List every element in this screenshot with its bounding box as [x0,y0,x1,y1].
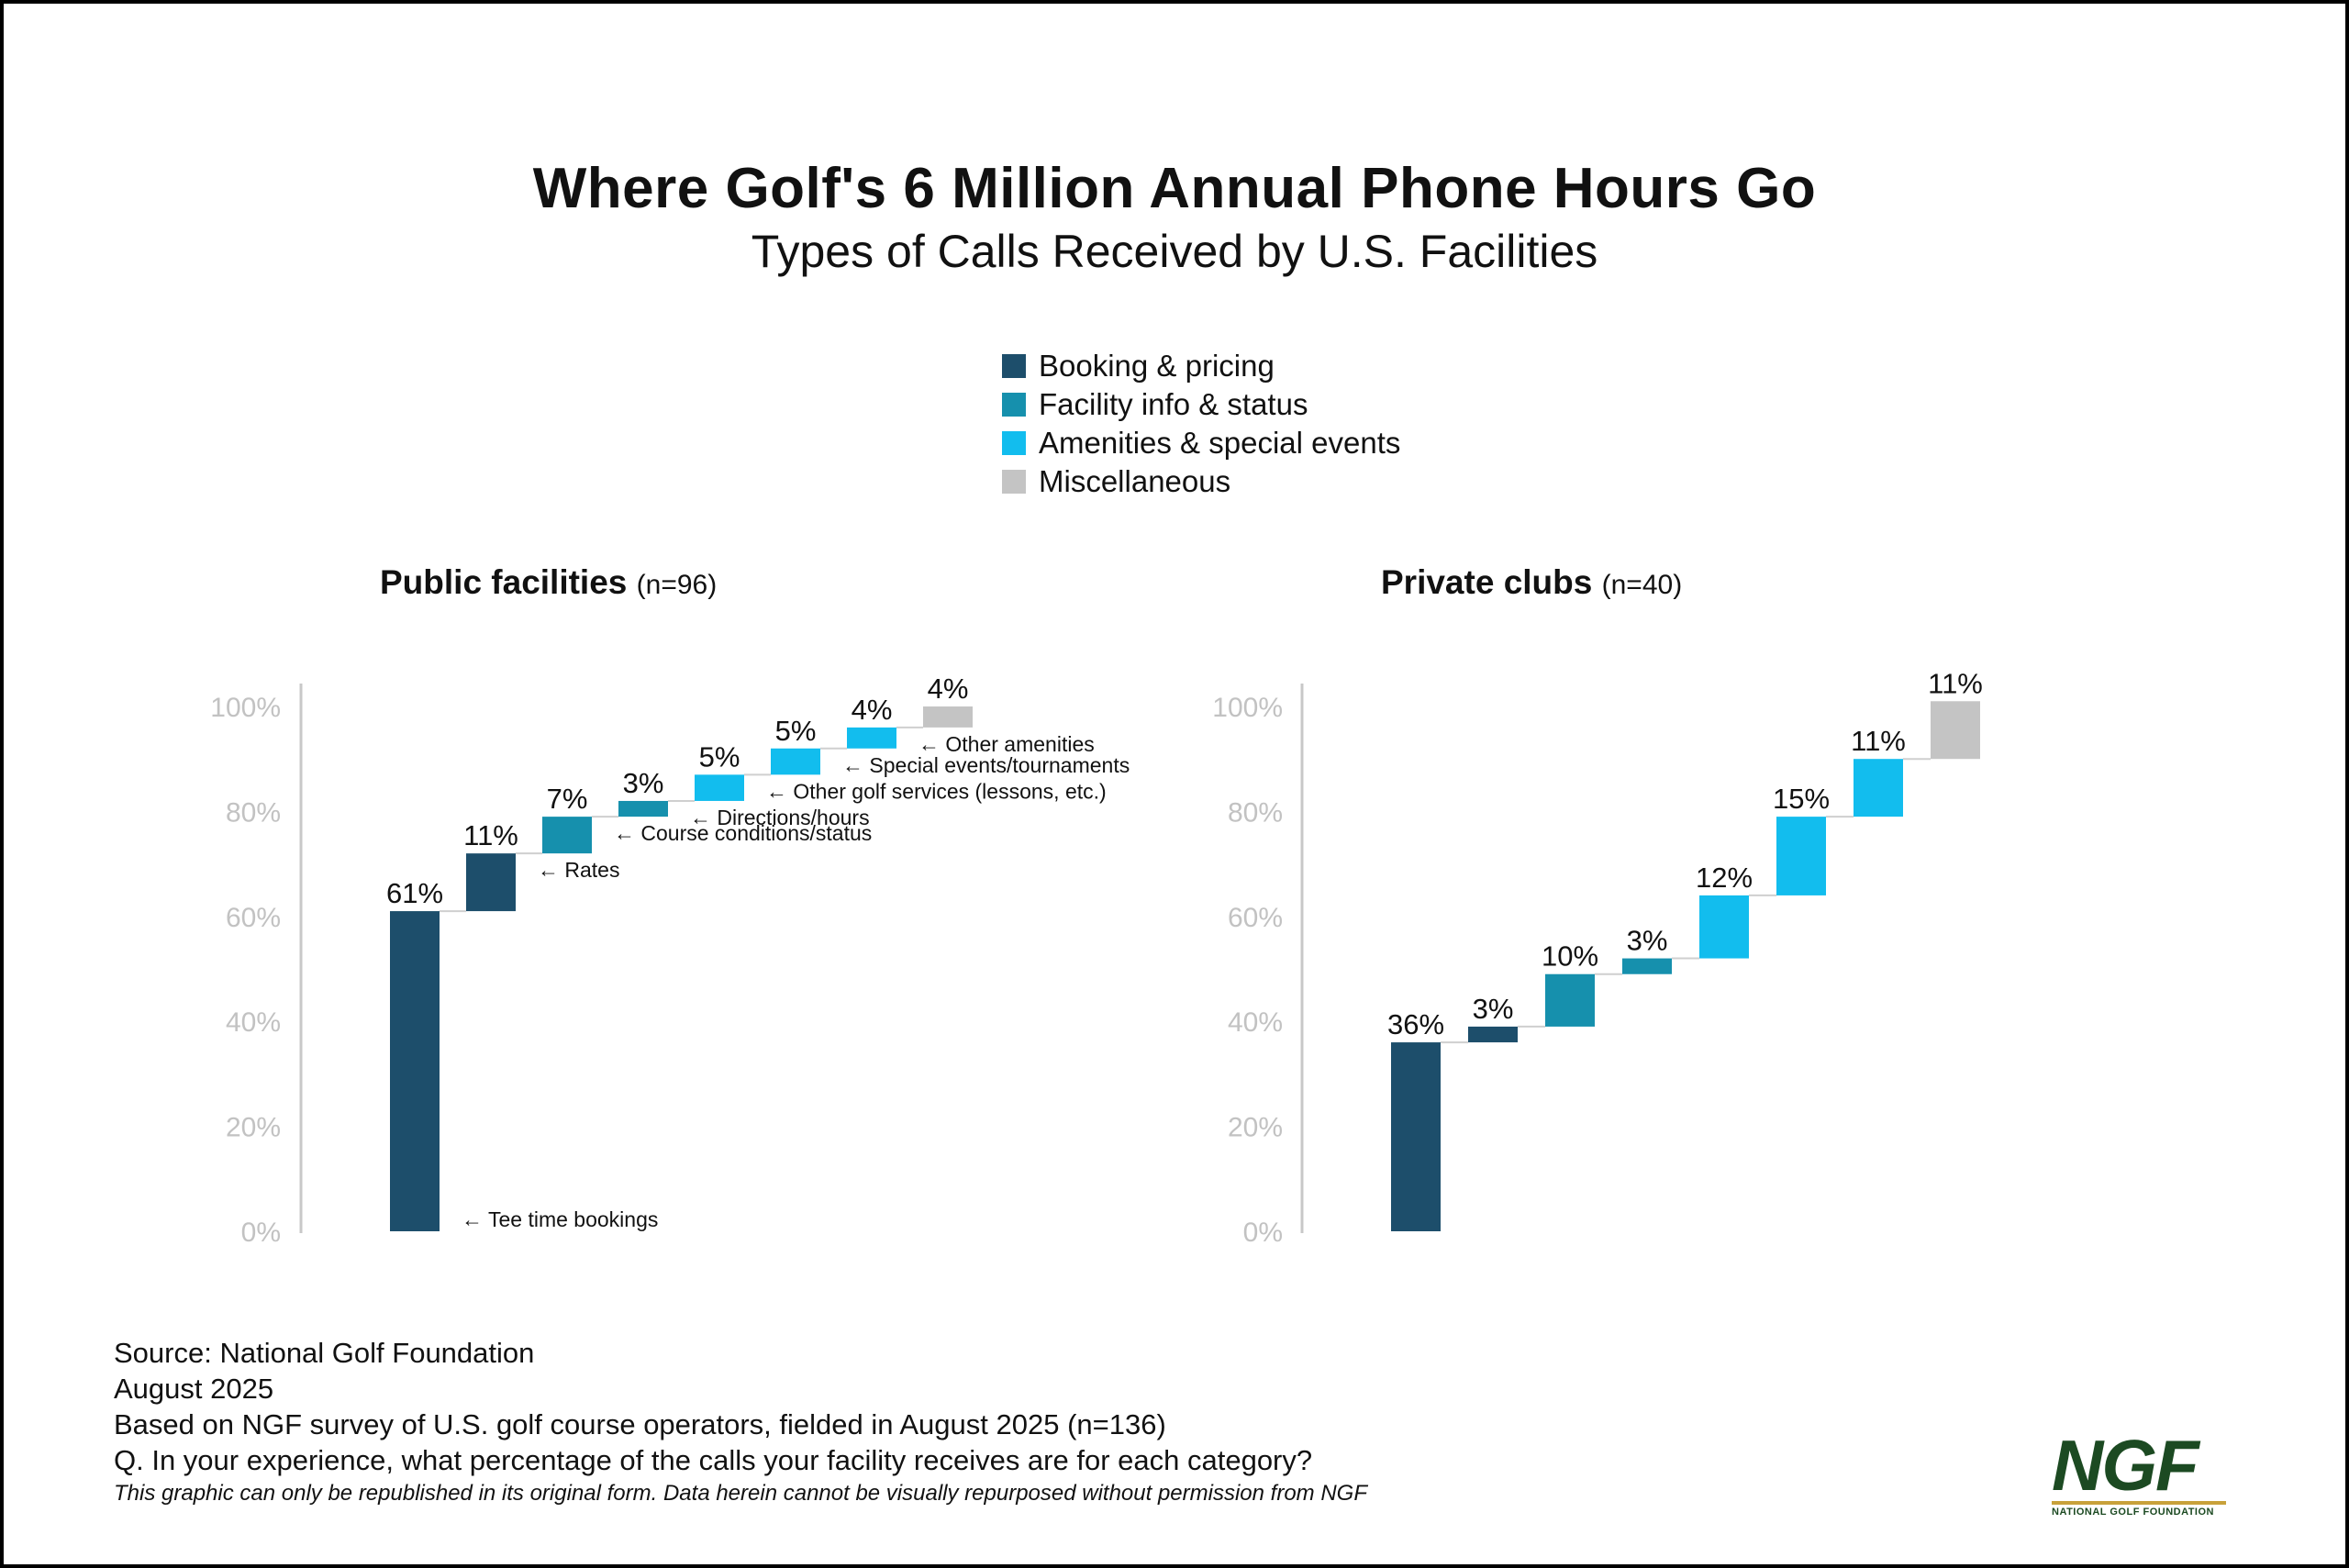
panel-sample-size: (n=40) [1601,570,1683,600]
legend-item-misc: Miscellaneous [1002,462,1400,501]
panel-title-public: Public facilities (n=96) [380,563,717,602]
waterfall-bar [771,748,820,775]
bar-annotation: ← Rates [538,858,619,882]
bar-annotation: ← Tee time bookings [462,1207,658,1231]
y-tick-label: 80% [1228,797,1283,828]
footer-question: Q. In your experience, what percentage o… [114,1444,1313,1476]
logo-wordmark: NATIONAL GOLF FOUNDATION [2052,1501,2226,1518]
y-tick-label: 100% [210,693,281,723]
logo-mark: NGF [2052,1425,2199,1506]
data-label: 61% [386,877,443,909]
legend-swatch [1002,431,1026,455]
legend-swatch [1002,393,1026,417]
data-label: 4% [928,673,969,705]
waterfall-bar [466,853,516,912]
y-tick-label: 100% [1212,693,1283,723]
y-tick-label: 60% [1228,903,1283,933]
data-label: 11% [1928,667,1983,699]
legend-label: Amenities & special events [1039,426,1401,460]
waterfall-bar [923,706,973,728]
bar-annotation: ← Special events/tournaments [842,753,1130,777]
waterfall-bar [1622,958,1672,974]
waterfall-bar [542,817,592,854]
data-label: 5% [699,740,740,773]
data-label: 11% [463,819,518,851]
legend-item-booking: Booking & pricing [1002,347,1400,385]
data-label: 3% [1473,993,1514,1025]
data-label: 4% [852,694,893,726]
footer-basis: Based on NGF survey of U.S. golf course … [114,1408,1166,1440]
data-label: 10% [1542,940,1598,973]
legend-item-amenities: Amenities & special events [1002,424,1400,462]
waterfall-bar [390,911,440,1231]
waterfall-bar [1776,817,1826,895]
chart-title: Where Golf's 6 Million Annual Phone Hour… [532,157,1817,220]
legend-label: Booking & pricing [1039,349,1275,383]
data-label: 3% [623,767,664,799]
bar-annotation: ← Other golf services (lessons, etc.) [766,779,1107,803]
legend-label: Facility info & status [1039,387,1308,421]
footer-source: Source: National Golf Foundation [114,1337,535,1369]
ngf-logo: NGF NATIONAL GOLF FOUNDATION [2052,1429,2235,1518]
footer: Source: National Golf Foundation August … [114,1335,1367,1509]
waterfall-bar [847,727,896,749]
y-tick-label: 40% [226,1007,281,1038]
bar-annotation: ← Directions/hours [690,806,870,829]
waterfall-bar [618,800,668,817]
data-label: 12% [1696,862,1753,894]
data-label: 3% [1627,925,1668,957]
y-tick-label: 40% [1228,1007,1283,1038]
bar-annotation: ← Course conditions/status [614,821,872,845]
legend-label: Miscellaneous [1039,464,1231,498]
legend-swatch [1002,354,1026,378]
chart-subtitle: Types of Calls Received by U.S. Faciliti… [751,226,1598,277]
panel-title-private: Private clubs (n=40) [1381,563,1682,602]
data-label: 7% [547,783,588,815]
waterfall-bar [1854,759,1903,817]
legend: Booking & pricing Facility info & status… [1002,347,1400,501]
panel-name: Private clubs [1381,563,1593,601]
y-tick-label: 0% [241,1218,281,1248]
waterfall-bar [1699,895,1749,959]
bar-annotation: ← Other amenities [918,732,1095,756]
waterfall-bar [1931,701,1980,760]
y-tick-label: 80% [226,797,281,828]
legend-swatch [1002,470,1026,494]
data-label: 15% [1773,783,1830,815]
panel-sample-size: (n=96) [636,570,718,600]
data-label: 36% [1387,1008,1444,1040]
waterfall-bar [1468,1026,1518,1043]
y-tick-label: 0% [1243,1218,1283,1248]
panel-name: Public facilities [380,563,628,601]
legend-item-facility: Facility info & status [1002,385,1400,424]
waterfall-bar [1391,1042,1441,1231]
footer-note: This graphic can only be republished in … [114,1481,1367,1506]
waterfall-bar [1545,973,1595,1027]
y-tick-label: 60% [226,903,281,933]
y-tick-label: 20% [1228,1113,1283,1143]
data-label: 5% [775,715,817,747]
y-tick-label: 20% [226,1113,281,1143]
data-label: 11% [1851,725,1906,757]
footer-date: August 2025 [114,1373,274,1405]
waterfall-bar [695,774,744,801]
